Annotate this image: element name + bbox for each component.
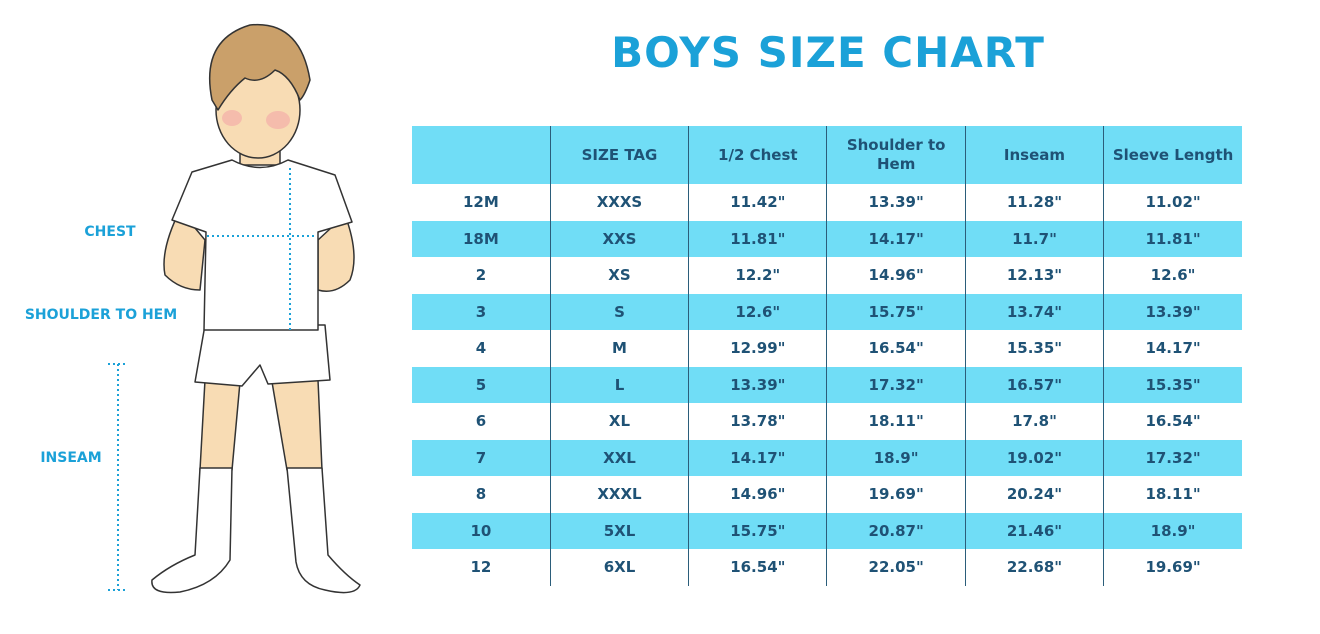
table-cell: 11.81": [1103, 220, 1242, 257]
boy-illustration: [108, 23, 361, 594]
table-cell: 12.6": [688, 293, 827, 330]
table-cell: 18.11": [826, 403, 966, 440]
table-cell: 16.54": [688, 549, 827, 586]
table-cell: 16.54": [1103, 403, 1242, 440]
table-cell: 5XL: [549, 512, 689, 549]
measure-label: SHOULDER TO HEM: [24, 307, 178, 323]
header-cell: SIZE TAG: [549, 126, 689, 184]
table-cell: XS: [549, 257, 689, 294]
table-cell: 6: [475, 412, 487, 431]
table-cell: 10: [412, 512, 551, 549]
table-cell: 15.35": [964, 330, 1104, 367]
table-cell: 18M: [412, 220, 551, 257]
table-cell: 11.81": [688, 220, 827, 257]
table-cell: 20.24": [964, 476, 1104, 513]
table-cell: 17.32": [826, 366, 966, 403]
table-cell: 12.2": [688, 257, 827, 294]
table-cell: 12M: [463, 193, 499, 212]
header-cell: Shoulder to Hem: [826, 126, 966, 184]
table-cell: 13.74": [964, 293, 1104, 330]
table-cell: 11.02": [1103, 184, 1242, 221]
table-cell: 18.9": [826, 439, 966, 476]
table-cell: 15.75": [826, 293, 966, 330]
table-cell: 14.17": [688, 439, 827, 476]
table-cell: 15.35": [1103, 366, 1242, 403]
table-cell: 5: [412, 366, 551, 403]
table-cell: 2: [475, 266, 487, 285]
table-row: 12 6XL 16.54" 22.05" 22.68" 19.69": [412, 549, 1242, 586]
table-cell: 18.11": [1103, 476, 1242, 513]
header-cell: 1/2 Chest: [688, 126, 827, 184]
table-row: 7 XXL 14.17" 18.9" 19.02" 17.32": [412, 439, 1242, 476]
header-cell: [412, 126, 551, 184]
measure-label: CHEST: [84, 224, 136, 240]
table-cell: 13.39": [1103, 293, 1242, 330]
table-row: 12M XXXS 11.42" 13.39" 11.28" 11.02": [412, 184, 1242, 221]
table-cell: 14.96": [826, 257, 966, 294]
table-row: 18M XXS 11.81" 14.17" 11.7" 11.81": [412, 220, 1242, 257]
table-cell: 17.8": [964, 403, 1104, 440]
table-cell: XXL: [549, 439, 689, 476]
table-cell: 18.9": [1103, 512, 1242, 549]
table-cell: S: [549, 293, 689, 330]
table-cell: 3: [412, 293, 551, 330]
table-cell: XL: [549, 403, 689, 440]
table-cell: 22.05": [826, 549, 966, 586]
table-row: 4 M 12.99" 16.54" 15.35" 14.17": [412, 330, 1242, 367]
header-row: SIZE TAG 1/2 Chest Shoulder to Hem Inseam Sl…: [412, 126, 1242, 184]
table-cell: L: [549, 366, 689, 403]
table-cell: 6XL: [549, 549, 689, 586]
table-cell: 7: [412, 439, 551, 476]
size-table: SIZE TAG 1/2 Chest Shoulder to Hem Inseam Sl…: [412, 126, 1242, 586]
table-row: 8 XXXL 14.96" 19.69" 20.24" 18.11": [412, 476, 1242, 513]
table-cell: 16.57": [964, 366, 1104, 403]
table-cell: 11.7": [964, 220, 1104, 257]
table-cell: 17.32": [1103, 439, 1242, 476]
table-cell: 11.42": [688, 184, 827, 221]
table-cell: 13.39": [826, 184, 966, 221]
header-cell: Sleeve Length: [1103, 126, 1242, 184]
table-cell: XXXS: [549, 184, 689, 221]
table-row: 5 L 13.39" 17.32" 16.57" 15.35": [412, 366, 1242, 403]
table-cell: 8: [475, 485, 487, 504]
table-cell: M: [549, 330, 689, 367]
table-cell: 13.78": [688, 403, 827, 440]
table-cell: 22.68": [964, 549, 1104, 586]
table-cell: 14.17": [1103, 330, 1242, 367]
table-cell: XXXL: [549, 476, 689, 513]
table-row: 3 S 12.6" 15.75" 13.74" 13.39": [412, 293, 1242, 330]
table-cell: 19.69": [1103, 549, 1242, 586]
table-cell: 19.69": [826, 476, 966, 513]
header-cell: Inseam: [964, 126, 1104, 184]
table-cell: 4: [475, 339, 487, 358]
table-cell: 20.87": [826, 512, 966, 549]
table-row: 2 XS 12.2" 14.96" 12.13" 12.6": [412, 257, 1242, 294]
table-cell: 13.39": [688, 366, 827, 403]
table-cell: 11.28": [964, 184, 1104, 221]
table-cell: 12.6": [1103, 257, 1242, 294]
table-cell: 12.99": [688, 330, 827, 367]
table-cell: XXS: [549, 220, 689, 257]
table-cell: 12.13": [964, 257, 1104, 294]
measure-label: INSEAM: [40, 450, 102, 466]
table-cell: 14.96": [688, 476, 827, 513]
table-cell: 16.54": [826, 330, 966, 367]
table-row: 6 XL 13.78" 18.11" 17.8" 16.54": [412, 403, 1242, 440]
table-cell: 19.02": [964, 439, 1104, 476]
table-cell: 14.17": [826, 220, 966, 257]
title: BOYS SIZE CHART: [611, 28, 1045, 77]
table-cell: 12: [470, 558, 492, 577]
table-cell: 15.75": [688, 512, 827, 549]
table-row: 10 5XL 15.75" 20.87" 21.46" 18.9": [412, 512, 1242, 549]
table-cell: 21.46": [964, 512, 1104, 549]
